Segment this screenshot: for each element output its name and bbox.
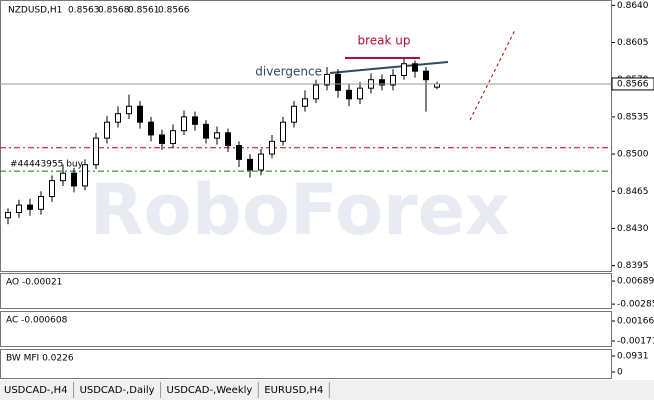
- indicator-label: AC -0.000608: [6, 316, 68, 326]
- candle-body: [49, 180, 55, 198]
- divergence-line: [329, 61, 449, 74]
- candle-body: [379, 79, 385, 86]
- ohlc-value: 0.8566: [158, 6, 190, 16]
- candle-body: [170, 130, 176, 144]
- candle-body: [313, 84, 319, 100]
- y-tick-label: 0.8500: [617, 150, 649, 160]
- ohlc-value: 0.8568: [98, 6, 130, 16]
- candle-body: [324, 73, 330, 86]
- symbol: NZDUSD,H1: [8, 6, 62, 16]
- ac-panel: [0, 311, 612, 347]
- candle-body: [423, 70, 429, 81]
- y-tick-label: 0.8535: [617, 112, 649, 122]
- indicator-tick-label: 0.00689: [617, 277, 654, 287]
- indicator-tick-label: 0: [617, 367, 623, 377]
- y-tick-label: 0.8465: [617, 187, 649, 197]
- chart-tab[interactable]: USDCAD-,Daily: [80, 385, 155, 396]
- candle-body: [236, 145, 242, 160]
- candle-body: [302, 98, 308, 107]
- current-price-box: [611, 77, 654, 91]
- candle-body: [159, 134, 165, 144]
- candle-body: [280, 121, 286, 142]
- y-tick-label: 0.8640: [617, 1, 649, 11]
- indicator-tick-label: -0.00285: [617, 300, 654, 310]
- indicator-label: BW MFI 0.0226: [6, 354, 74, 364]
- indicator-tick-label: 0.0931: [617, 352, 649, 362]
- main-panel: [0, 0, 612, 272]
- candle-body: [93, 137, 99, 166]
- candle-body: [203, 123, 209, 139]
- y-tick-label: 0.8395: [617, 261, 649, 271]
- y-tick-label: 0.8430: [617, 224, 649, 234]
- candle-body: [27, 204, 33, 210]
- ao-panel: [0, 273, 612, 309]
- candle-body: [335, 73, 341, 91]
- break-up-label: break up: [357, 34, 410, 48]
- watermark: RoboForex: [90, 169, 510, 251]
- candle-body: [258, 153, 264, 171]
- candle-body: [115, 113, 121, 123]
- candle-body: [390, 74, 396, 86]
- chart-tab[interactable]: EURUSD,H4: [264, 385, 323, 396]
- candle-body: [291, 105, 297, 123]
- tab-bar: [0, 380, 654, 400]
- candle-body: [16, 204, 22, 213]
- candle-body: [5, 212, 11, 219]
- candle-body: [247, 158, 253, 171]
- candle-body: [71, 172, 77, 187]
- indicator-label: AO -0.00021: [6, 278, 62, 288]
- candle-body: [126, 105, 132, 115]
- candle-body: [346, 89, 352, 100]
- y-tick-label: 0.8605: [617, 38, 649, 48]
- ohlc-value: 0.8561: [128, 6, 160, 16]
- candle-body: [357, 87, 363, 100]
- candle-body: [38, 196, 44, 210]
- candle-body: [269, 140, 275, 155]
- candle-body: [60, 172, 66, 182]
- candle-body: [148, 121, 154, 136]
- mfi-panel: [0, 349, 612, 379]
- candle-body: [401, 63, 407, 76]
- indicator-tick-label: 0.00166: [617, 317, 654, 327]
- order-label: #44443955 buy: [10, 160, 84, 170]
- candle-body: [192, 116, 198, 125]
- candle-body: [225, 132, 231, 147]
- candle-body: [104, 121, 110, 139]
- candle-body: [214, 132, 220, 139]
- chart-tab[interactable]: USDCAD-,H4: [4, 385, 68, 396]
- candle-body: [412, 63, 418, 72]
- current-price-label: 0.8566: [617, 79, 649, 89]
- candle-body: [82, 164, 88, 187]
- candle-body: [137, 105, 143, 123]
- indicator-tick-label: -0.00171: [617, 337, 654, 347]
- divergence-label: divergence: [255, 65, 322, 79]
- ohlc-value: 0.8563: [68, 6, 100, 16]
- trend-line: [469, 29, 516, 121]
- candle-body: [181, 116, 187, 132]
- chart-tab[interactable]: USDCAD-,Weekly: [167, 385, 253, 396]
